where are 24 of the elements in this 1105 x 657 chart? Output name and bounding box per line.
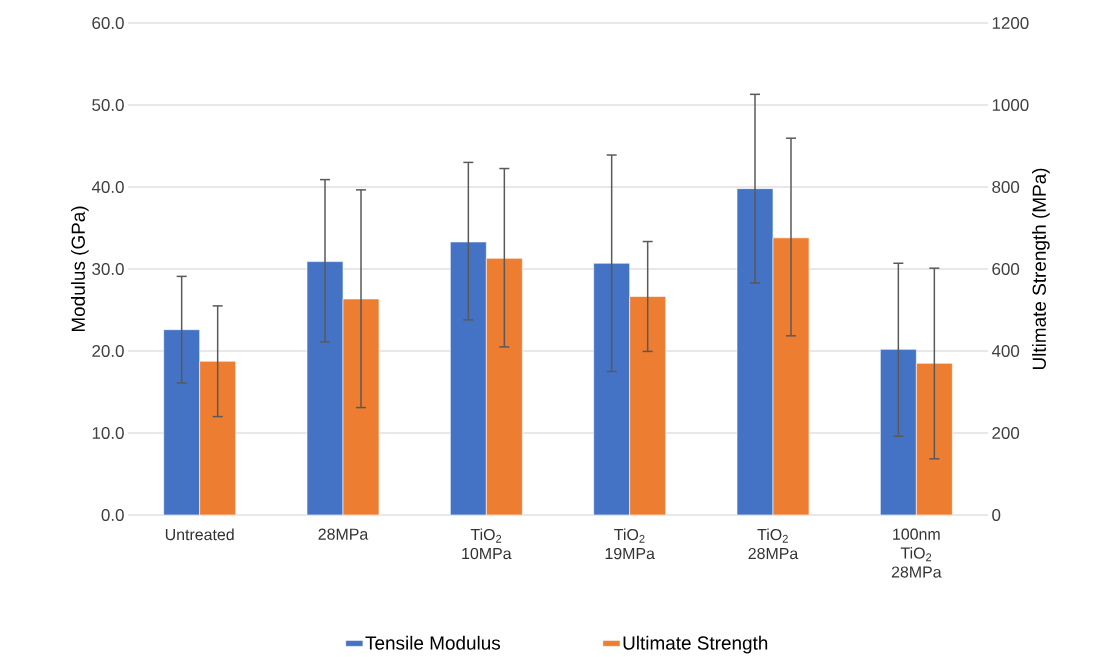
legend-label: Tensile Modulus — [365, 635, 501, 650]
y-tick-label: 0.0 — [101, 509, 124, 521]
y-tick-label: 30.0 — [92, 263, 124, 275]
y-tick-label: 40.0 — [91, 181, 124, 193]
x-tick-label: TiO$_{2}$ 19MPa — [605, 528, 655, 560]
y2-tick-label: 200 — [992, 427, 1020, 439]
y2-tick-label: 1000 — [992, 98, 1029, 111]
y-tick-label: 60.0 — [92, 17, 124, 29]
x-tick-label: TiO$_{2}$ 28MPa — [748, 528, 799, 560]
legend-label: Ultimate Strength — [623, 635, 768, 654]
x-tick-label: 28MPa — [318, 528, 369, 540]
y-tick-label: 20.0 — [92, 345, 124, 357]
y2-tick-label: 0 — [992, 509, 1001, 521]
y2-tick-label: 800 — [992, 181, 1020, 193]
y2-tick-label: 1200 — [992, 16, 1029, 29]
y2-axis-title: Ultimate Strength (MPa) — [1032, 168, 1050, 370]
y-tick-label: 50.0 — [92, 99, 124, 111]
y2-tick-label: 600 — [992, 263, 1020, 275]
x-tick-label: TiO$_{2}$ 10MPa — [462, 528, 512, 560]
y2-tick-label: 400 — [991, 345, 1020, 357]
x-tick-label: Untreated — [165, 528, 234, 541]
y-tick-label: 10.0 — [92, 427, 124, 439]
x-tick-label: 100nm TiO$_{2}$ 28MPa — [891, 528, 942, 578]
y-axis-title: Modulus (GPa) — [71, 206, 89, 332]
